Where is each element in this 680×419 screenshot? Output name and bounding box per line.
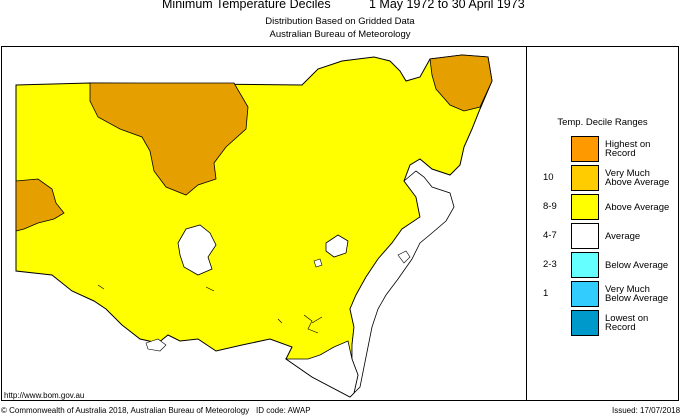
region-very-much-above-west: [15, 178, 65, 232]
legend-label-line: Very Much: [605, 284, 650, 295]
legend-label: Very Much Above Average: [605, 168, 670, 188]
legend-label-line: Record: [605, 148, 636, 159]
legend-decile: 10: [543, 172, 554, 183]
legend-swatch: [571, 310, 599, 336]
legend-label-line: Above Average: [605, 177, 670, 188]
legend-decile: 4-7: [543, 230, 557, 241]
region-very-much-above-northeast: [429, 54, 493, 112]
legend-swatch: [571, 252, 599, 278]
legend-row: Lowest on Record: [527, 310, 680, 336]
issued-date: Issued: 17/07/2018: [612, 406, 680, 415]
legend-title: Temp. Decile Ranges: [557, 117, 648, 128]
nsw-decile-map: [15, 54, 493, 398]
map-detail-lines: [97, 284, 323, 334]
legend-row: 2-3 Below Average: [527, 252, 680, 278]
region-average-small-3: [313, 258, 323, 268]
legend-label: Very Much Below Average: [605, 284, 669, 304]
region-very-much-above-north: [89, 82, 249, 196]
legend-swatch: [571, 165, 599, 191]
legend-label-line: Highest on: [605, 139, 651, 150]
region-average-southeast: [284, 340, 359, 398]
legend-row: 4-7 Average: [527, 223, 680, 249]
subtitle-line2: Australian Bureau of Meteorology: [269, 29, 411, 40]
title-main: Minimum Temperature Deciles: [162, 0, 331, 11]
legend-label-line: Above Average: [605, 202, 670, 213]
legend-decile: 1: [543, 288, 549, 299]
legend-label: Average: [605, 231, 641, 242]
legend-label-line: Lowest on: [605, 313, 649, 324]
legend-label-line: Average: [605, 231, 641, 242]
legend-label: Lowest on Record: [605, 313, 649, 333]
legend-decile: 8-9: [543, 201, 557, 212]
legend-row: 1 Very Much Below Average: [527, 281, 680, 307]
region-average-small-1: [397, 250, 411, 264]
legend-row: 10 Very Much Above Average: [527, 165, 680, 191]
legend-label-line: Below Average: [605, 260, 669, 271]
legend-decile: 2-3: [543, 259, 557, 270]
region-average-east-coast: [349, 170, 455, 395]
region-average-small-2: [145, 338, 167, 352]
title-period: 1 May 1972 to 30 April 1973: [369, 0, 525, 11]
map-title: Minimum Temperature Deciles 1 May 1972 t…: [0, 0, 680, 11]
legend-label-line: Below Average: [605, 293, 669, 304]
legend-row: 8-9 Above Average: [527, 194, 680, 220]
legend-label: Highest on Record: [605, 139, 651, 159]
id-code: ID code: AWAP: [256, 406, 311, 415]
legend-label: Above Average: [605, 202, 670, 213]
legend-swatch: [571, 281, 599, 307]
legend-label-line: Record: [605, 322, 636, 333]
legend-label: Below Average: [605, 260, 669, 271]
region-average-central-b: [325, 234, 349, 258]
copyright-text: © Commonwealth of Australia 2018, Austra…: [1, 406, 250, 415]
source-url[interactable]: http://www.bom.gov.au: [4, 391, 85, 400]
legend-swatch: [571, 136, 599, 162]
legend-swatch: [571, 194, 599, 220]
legend-swatch: [571, 223, 599, 249]
legend-row: Highest on Record: [527, 136, 680, 162]
subtitle-line1: Distribution Based on Gridded Data: [265, 16, 415, 27]
region-average-central-a: [177, 224, 217, 276]
legend-panel: Temp. Decile Ranges Highest on Record 10 Ve…: [526, 46, 679, 401]
legend-label-line: Very Much: [605, 168, 650, 179]
